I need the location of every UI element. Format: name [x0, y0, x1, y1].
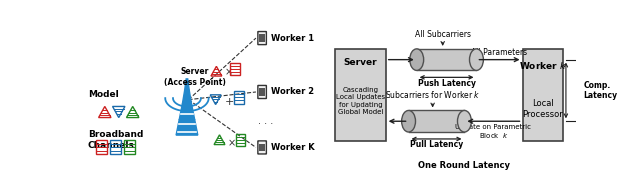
Text: Broadband
Channels: Broadband Channels [88, 130, 143, 150]
Bar [124, 140, 135, 154]
Text: Model: Model [88, 90, 118, 99]
Bar [96, 140, 107, 154]
Polygon shape [179, 104, 195, 120]
Bar [417, 49, 476, 70]
FancyBboxPatch shape [258, 141, 266, 154]
Text: Local
Processor: Local Processor [522, 98, 563, 119]
Bar [335, 49, 386, 141]
Text: All Subcarriers: All Subcarriers [415, 30, 470, 39]
Bar [236, 134, 245, 146]
Text: Subcarriers for Worker $k$: Subcarriers for Worker $k$ [385, 89, 481, 100]
Bar [234, 91, 244, 104]
Text: $\times$: $\times$ [223, 67, 232, 77]
Text: Worker $k$: Worker $k$ [519, 60, 566, 71]
Text: One Round Latency: One Round Latency [418, 161, 510, 170]
Polygon shape [184, 79, 189, 91]
Text: . . .: . . . [259, 116, 274, 126]
Polygon shape [176, 120, 198, 135]
Text: Server
(Access Point): Server (Access Point) [164, 67, 226, 87]
Text: Worker K: Worker K [271, 143, 315, 152]
Ellipse shape [470, 49, 483, 70]
Text: Worker 1: Worker 1 [271, 34, 314, 43]
Text: Push Latency: Push Latency [417, 79, 476, 88]
Text: Cascading
Local Updates
for Updating
Global Model: Cascading Local Updates for Updating Glo… [336, 87, 385, 115]
Bar [408, 110, 465, 132]
FancyBboxPatch shape [258, 85, 266, 98]
Bar [259, 34, 265, 42]
Bar [230, 63, 239, 75]
Polygon shape [182, 91, 191, 104]
Ellipse shape [402, 110, 415, 132]
Text: Worker 2: Worker 2 [271, 88, 314, 96]
Text: Comp.
Latency: Comp. Latency [584, 81, 618, 100]
Ellipse shape [458, 110, 472, 132]
Bar [259, 144, 265, 151]
Bar [259, 88, 265, 96]
Ellipse shape [410, 49, 424, 70]
Bar [110, 140, 121, 154]
FancyBboxPatch shape [258, 32, 266, 45]
Bar [522, 49, 563, 141]
Text: All Parameters: All Parameters [472, 48, 527, 57]
Text: Update on Parametric
Block  $k$: Update on Parametric Block $k$ [456, 124, 531, 140]
Text: $+$: $+$ [225, 96, 235, 107]
Text: Pull Latency: Pull Latency [410, 140, 463, 149]
Text: Server: Server [344, 58, 378, 67]
Text: $\times$: $\times$ [227, 138, 236, 148]
